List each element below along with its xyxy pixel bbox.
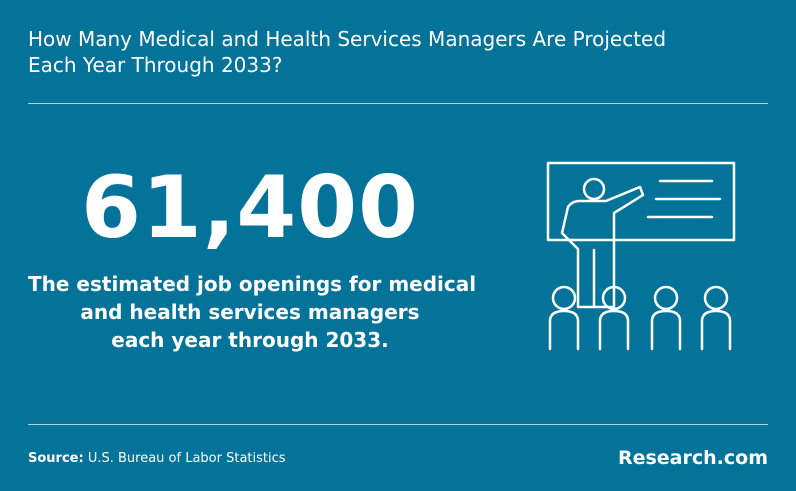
title-line: How Many Medical and Health Services Man… [28, 27, 667, 51]
source: Source: U.S. Bureau of Labor Statistics [28, 451, 286, 466]
presentation-icon [546, 161, 736, 351]
divider [28, 424, 768, 425]
source-label: Source: [28, 451, 84, 466]
divider [28, 103, 768, 104]
source-text: U.S. Bureau of Labor Statistics [87, 451, 286, 466]
stat-description: and health services managers [80, 300, 420, 324]
stat-value: 61,400 [81, 158, 419, 258]
brand: Research.com [617, 447, 768, 469]
stat-description: The estimated job openings for medical [28, 272, 477, 296]
title-line: Each Year Through 2033? [28, 53, 283, 77]
stat-description: each year through 2033. [111, 328, 389, 352]
